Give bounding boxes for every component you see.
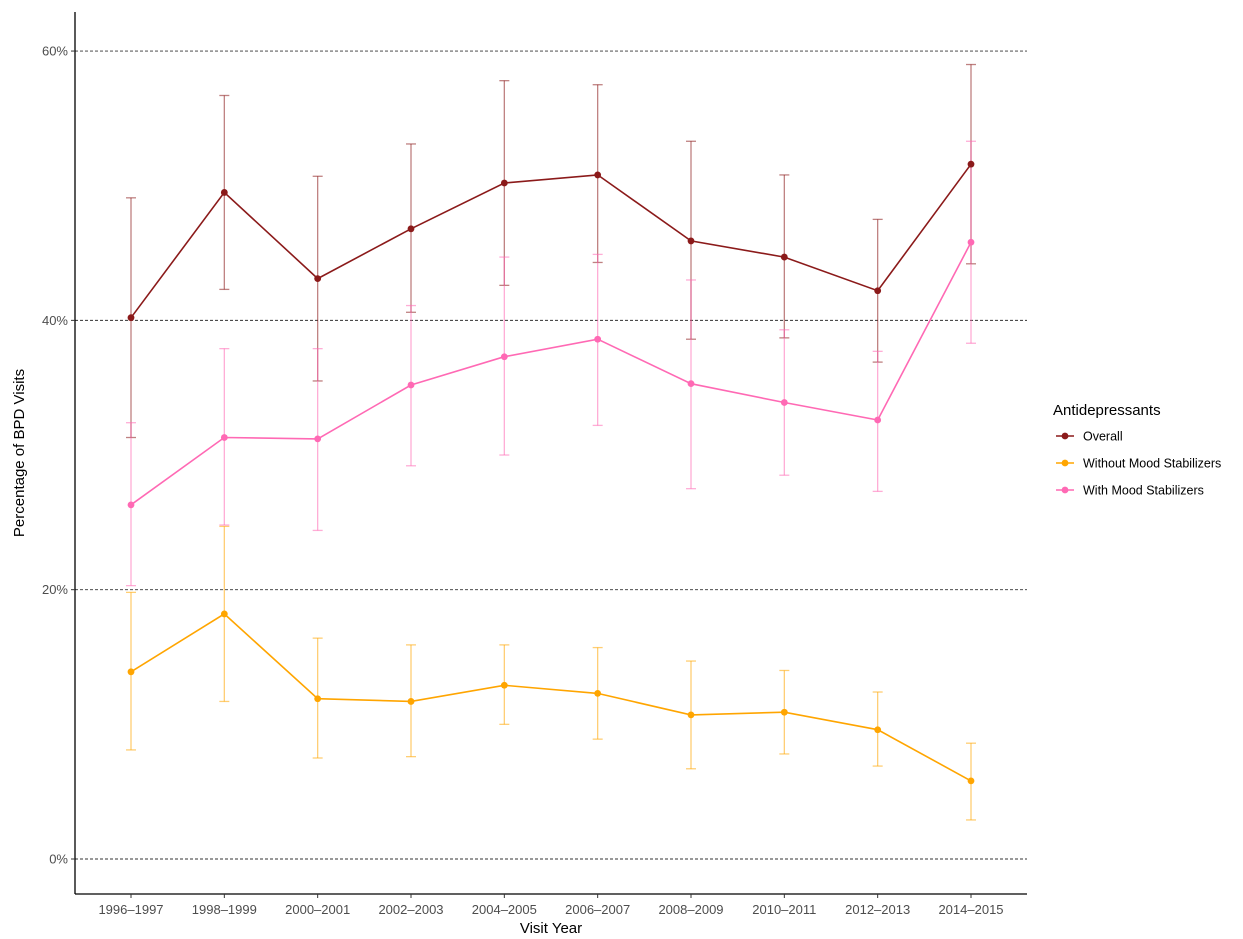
data-point-overall xyxy=(594,171,602,179)
data-point-with-mood-stabilizers xyxy=(220,434,228,441)
y-tick-label: 0% xyxy=(49,851,68,866)
data-point-with-mood-stabilizers xyxy=(407,381,415,389)
x-ticks: 1996–1997 1998–1999 2000–2001 2002–2003 2004… xyxy=(98,894,1004,917)
data-point-overall xyxy=(967,160,975,168)
data-point-overall xyxy=(127,314,135,322)
legend-item-with-mood-stabilizers: With Mood Stabilizers xyxy=(1056,484,1204,498)
y-tick-label: 60% xyxy=(42,44,68,59)
data-point-without-mood-stabilizers xyxy=(127,668,135,676)
legend-marker xyxy=(1061,486,1069,494)
x-tick-label: 2010–2011 xyxy=(752,902,816,917)
series-line-with-mood-stabilizers xyxy=(130,241,972,506)
data-point-with-mood-stabilizers xyxy=(967,238,975,246)
y-tick-label: 20% xyxy=(42,582,68,597)
data-point-without-mood-stabilizers xyxy=(407,698,415,705)
legend-label: With Mood Stabilizers xyxy=(1083,484,1204,498)
data-point-overall xyxy=(780,253,788,261)
y-tick-label: 40% xyxy=(42,313,68,328)
legend-marker xyxy=(1061,432,1069,440)
series-line-without-mood-stabilizers xyxy=(130,612,972,782)
data-point-without-mood-stabilizers xyxy=(687,711,695,719)
data-point-with-mood-stabilizers xyxy=(780,399,788,406)
x-tick-label: 2002–2003 xyxy=(378,902,443,917)
data-point-overall xyxy=(407,225,415,233)
x-tick-label: 2004–2005 xyxy=(472,902,537,917)
data-point-overall xyxy=(687,237,695,245)
data-point-overall xyxy=(500,179,508,187)
series-line-overall xyxy=(130,163,972,319)
y-axis-title: Percentage of BPD Visits xyxy=(11,369,28,537)
data-point-with-mood-stabilizers xyxy=(500,353,508,361)
data-point-with-mood-stabilizers xyxy=(127,501,135,509)
gridlines xyxy=(75,50,1027,860)
x-tick-label: 1996–1997 xyxy=(98,902,163,917)
x-tick-label: 2008–2009 xyxy=(658,902,723,917)
legend-label: Overall xyxy=(1083,430,1123,444)
x-tick-label: 2000–2001 xyxy=(285,902,350,917)
legend-label: Without Mood Stabilizers xyxy=(1083,457,1221,471)
legend-title: Antidepressants xyxy=(1053,402,1161,419)
legend: Antidepressants Overall Without Mood Stab… xyxy=(1053,402,1221,498)
x-tick-label: 2014–2015 xyxy=(938,902,1003,917)
data-points xyxy=(127,160,975,785)
x-tick-label: 2012–2013 xyxy=(845,902,910,917)
data-point-without-mood-stabilizers xyxy=(780,708,788,716)
legend-item-without-mood-stabilizers: Without Mood Stabilizers xyxy=(1056,457,1221,471)
legend-marker xyxy=(1061,459,1069,467)
legend-items: Overall Without Mood Stabilizers With Mood… xyxy=(1056,430,1221,498)
data-point-overall xyxy=(220,189,228,196)
x-tick-label: 1998–1999 xyxy=(192,902,257,917)
data-point-with-mood-stabilizers xyxy=(687,380,695,388)
data-point-overall xyxy=(314,275,322,283)
data-point-without-mood-stabilizers xyxy=(874,726,882,734)
data-point-without-mood-stabilizers xyxy=(594,689,602,697)
series-lines xyxy=(130,163,972,782)
data-point-without-mood-stabilizers xyxy=(500,681,508,689)
data-point-without-mood-stabilizers xyxy=(220,610,228,618)
data-point-without-mood-stabilizers xyxy=(314,695,322,703)
y-ticks: 0% 20% 40% 60% xyxy=(42,44,75,866)
x-tick-label: 2006–2007 xyxy=(565,902,630,917)
data-point-with-mood-stabilizers xyxy=(594,335,602,343)
legend-item-overall: Overall xyxy=(1056,430,1123,444)
axes xyxy=(74,12,1027,895)
data-point-with-mood-stabilizers xyxy=(314,435,322,443)
data-point-without-mood-stabilizers xyxy=(967,777,975,785)
x-axis-title: Visit Year xyxy=(520,920,582,937)
data-point-with-mood-stabilizers xyxy=(874,416,882,424)
data-point-overall xyxy=(874,287,882,295)
